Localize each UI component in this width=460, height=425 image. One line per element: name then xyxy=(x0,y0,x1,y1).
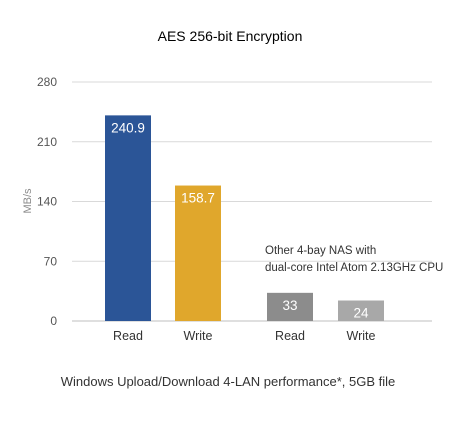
y-axis-label: MB/s xyxy=(22,188,34,214)
bar-other-read xyxy=(267,292,313,321)
x-tick-label: Read xyxy=(113,329,143,343)
annotation-line-1: Other 4-bay NAS with xyxy=(265,245,376,257)
data-label: 33 xyxy=(282,298,297,313)
y-tick-label: 140 xyxy=(37,195,57,209)
y-tick-label: 70 xyxy=(44,254,58,268)
x-tick-labels: Read Write Read Write xyxy=(113,329,375,343)
bar-featured-read xyxy=(105,115,151,322)
bar-other-write xyxy=(338,300,384,321)
chart-caption: Windows Upload/Download 4-LAN performanc… xyxy=(61,374,396,389)
y-tick-label: 0 xyxy=(50,314,57,328)
data-label: 158.7 xyxy=(181,191,215,206)
y-tick-label: 280 xyxy=(37,75,57,89)
bar-featured-write xyxy=(175,185,221,321)
x-tick-label: Write xyxy=(347,329,376,343)
y-tick-labels: 0 70 140 210 280 xyxy=(37,75,57,328)
annotation-line-2: dual-core Intel Atom 2.13GHz CPU xyxy=(265,262,443,274)
x-tick-label: Write xyxy=(184,329,213,343)
data-labels: 240.9 158.7 33 24 xyxy=(111,120,369,320)
data-label: 24 xyxy=(353,306,369,321)
y-tick-label: 210 xyxy=(37,135,57,149)
bars xyxy=(105,115,384,322)
x-tick-label: Read xyxy=(275,329,305,343)
chart-title: AES 256-bit Encryption xyxy=(158,28,303,44)
data-label: 240.9 xyxy=(111,120,145,135)
